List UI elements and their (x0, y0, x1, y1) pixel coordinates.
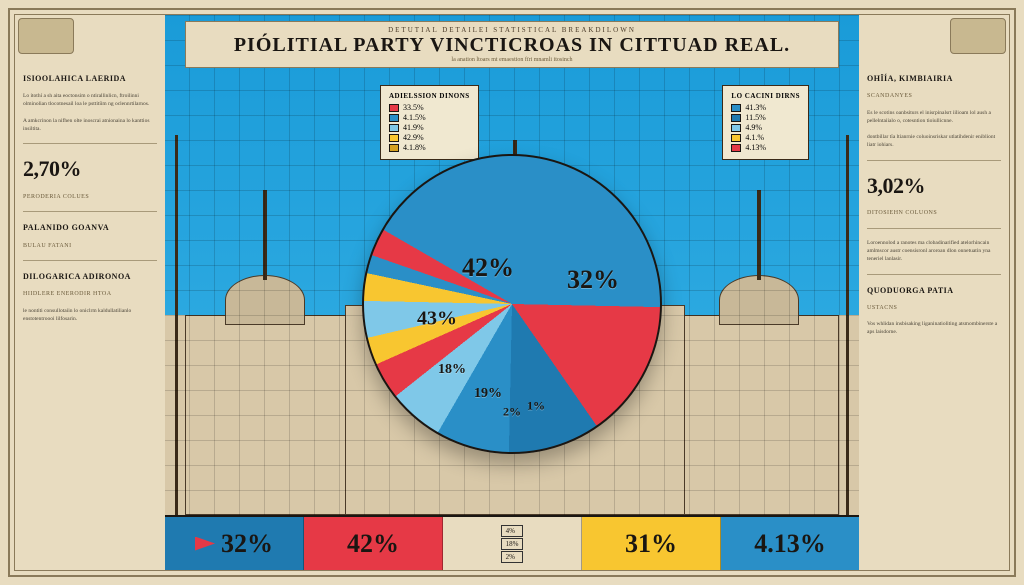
right-big-stat-sub: DITOSIEHN COLUONS (867, 209, 1001, 217)
left-heading-1: ISIOOLAHICA LAERIDA (23, 73, 157, 84)
right-big-stat: 3,02% (867, 171, 1001, 202)
right-column: OHÏÍA, KIMBIAIRIA SCANDANYES Es le scoti… (859, 15, 1009, 570)
right-para-2: dontbillar tïa ltianrnie coluoinsriskar … (867, 133, 1001, 150)
bottom-cell-label: 32% (221, 529, 273, 559)
left-heading-3: PALANIDO GOANVA (23, 222, 157, 233)
pie-slice-label: 18% (438, 362, 466, 378)
legend-label: 41.3% (745, 103, 766, 112)
divider (867, 274, 1001, 275)
legend-swatch (731, 124, 741, 132)
left-sub-3: BULAU FATANI (23, 242, 157, 250)
legend-swatch (389, 134, 399, 142)
pie-slice-label: 2% (503, 404, 521, 419)
legend-swatch (389, 144, 399, 152)
legend-row: 4.9% (731, 123, 800, 132)
legend-label: 41.9% (403, 123, 424, 132)
mini-stack-row: 4% (501, 525, 524, 537)
legend-row: 4.1.8% (389, 143, 470, 152)
legend-right: LO CACINI DIRNS 41.3%11.5%4.9%4.1.%4.13% (722, 85, 809, 160)
left-heading-4: DILOGARICA ADIRONOA (23, 271, 157, 282)
legend-row: 4.1.% (731, 133, 800, 142)
legend-swatch (389, 104, 399, 112)
outer-frame: ISIOOLAHICA LAERIDA Lo itothí a sh aita … (8, 8, 1016, 577)
legend-row: 4.13% (731, 143, 800, 152)
left-big-stat-sub: PERODERIA COLUES (23, 193, 157, 201)
legend-swatch (731, 134, 741, 142)
legend-label: 4.1.5% (403, 113, 426, 122)
divider (23, 260, 157, 261)
right-sub-1: SCANDANYES (867, 92, 1001, 100)
divider (23, 143, 157, 144)
right-heading-1: OHÏÍA, KIMBIAIRIA (867, 73, 1001, 84)
legend-swatch (731, 114, 741, 122)
left-big-stat: 2,70% (23, 154, 157, 185)
bottom-cell: 4%18%2% (443, 517, 582, 570)
legend-left-title: ADIELSSION DINONS (389, 92, 470, 100)
left-column: ISIOOLAHICA LAERIDA Lo itothí a sh aita … (15, 15, 165, 570)
legend-swatch (389, 114, 399, 122)
bottom-cell: 4.13% (721, 517, 859, 570)
legend-swatch (731, 104, 741, 112)
pie-slice-label: 32% (567, 265, 619, 295)
mini-stack-row: 2% (501, 551, 524, 563)
legend-label: 4.1.% (745, 133, 764, 142)
legend-label: 42.9% (403, 133, 424, 142)
legend-swatch (389, 124, 399, 132)
divider (23, 211, 157, 212)
legend-swatch (731, 144, 741, 152)
pie-slice-label: 43% (417, 307, 457, 330)
legend-left: ADIELSSION DINONS 33.5%4.1.5%41.9%42.9%4… (380, 85, 479, 160)
bottom-cell-label: 4.13% (754, 529, 826, 559)
right-para-1: Es le scotins oanbsiturs el inisrpinalsr… (867, 109, 1001, 126)
pie-slice-label: 42% (462, 253, 514, 283)
left-para-1: Lo itothí a sh aita eoctonsim o ntiralli… (23, 92, 157, 109)
sub-title: la anation ltoars mt emaestion fïri mnam… (196, 57, 828, 63)
legend-label: 4.1.8% (403, 143, 426, 152)
bottom-cell-label: 31% (625, 529, 677, 559)
left-sub-4: HIIDLERE ENERODIR HTOA (23, 290, 157, 298)
legend-row: 11.5% (731, 113, 800, 122)
center-column: DETUTIAL DETAILEI STATISTICAL BREAKDILOW… (165, 15, 859, 570)
mini-stack: 4%18%2% (497, 521, 528, 567)
main-title: PIÓLITIAL PARTY VINCTICROAS IN CITTUAD R… (196, 34, 828, 57)
bottom-cell: 42% (304, 517, 443, 570)
legend-row: 41.9% (389, 123, 470, 132)
right-para-3: Loroennolod a ranotes ma clobadinarified… (867, 239, 1001, 264)
right-sub-3: USTACNS (867, 304, 1001, 312)
supertitle: DETUTIAL DETAILEI STATISTICAL BREAKDILOW… (196, 26, 828, 34)
legend-right-title: LO CACINI DIRNS (731, 92, 800, 100)
bottom-cell: 32% (165, 517, 304, 570)
legend-row: 41.3% (731, 103, 800, 112)
left-para-3: le nontiti consullotaiin lo oniclrm kald… (23, 307, 157, 324)
legend-row: 42.9% (389, 133, 470, 142)
legend-row: 33.5% (389, 103, 470, 112)
divider (867, 228, 1001, 229)
legend-label: 11.5% (745, 113, 765, 122)
legend-label: 4.13% (745, 143, 766, 152)
bottom-cell: 31% (582, 517, 721, 570)
bottom-bar: 32% 42% 4%18%2% 31% 4.13% (165, 515, 859, 570)
legend-row: 4.1.5% (389, 113, 470, 122)
pie-slice-label: 1% (527, 398, 545, 413)
mini-stack-row: 18% (501, 538, 524, 550)
legend-label: 4.9% (745, 123, 762, 132)
legend-label: 33.5% (403, 103, 424, 112)
bottom-cell-label: 42% (347, 529, 399, 559)
left-para-2: A amkcrinon la nifhen olte inoscrai atni… (23, 117, 157, 134)
flag-icon (195, 537, 215, 551)
divider (867, 160, 1001, 161)
right-para-4: Vos whlidan insbisaking liganinatiolitin… (867, 320, 1001, 337)
pie-chart: 42% 32% 43% 18% 19%2% 1% (362, 154, 662, 454)
inner-frame: ISIOOLAHICA LAERIDA Lo itothí a sh aita … (14, 14, 1010, 571)
right-heading-3: QUODUORGA PATIA (867, 285, 1001, 296)
title-bar: DETUTIAL DETAILEI STATISTICAL BREAKDILOW… (185, 21, 839, 68)
pie-slice-label: 19% (474, 386, 502, 402)
